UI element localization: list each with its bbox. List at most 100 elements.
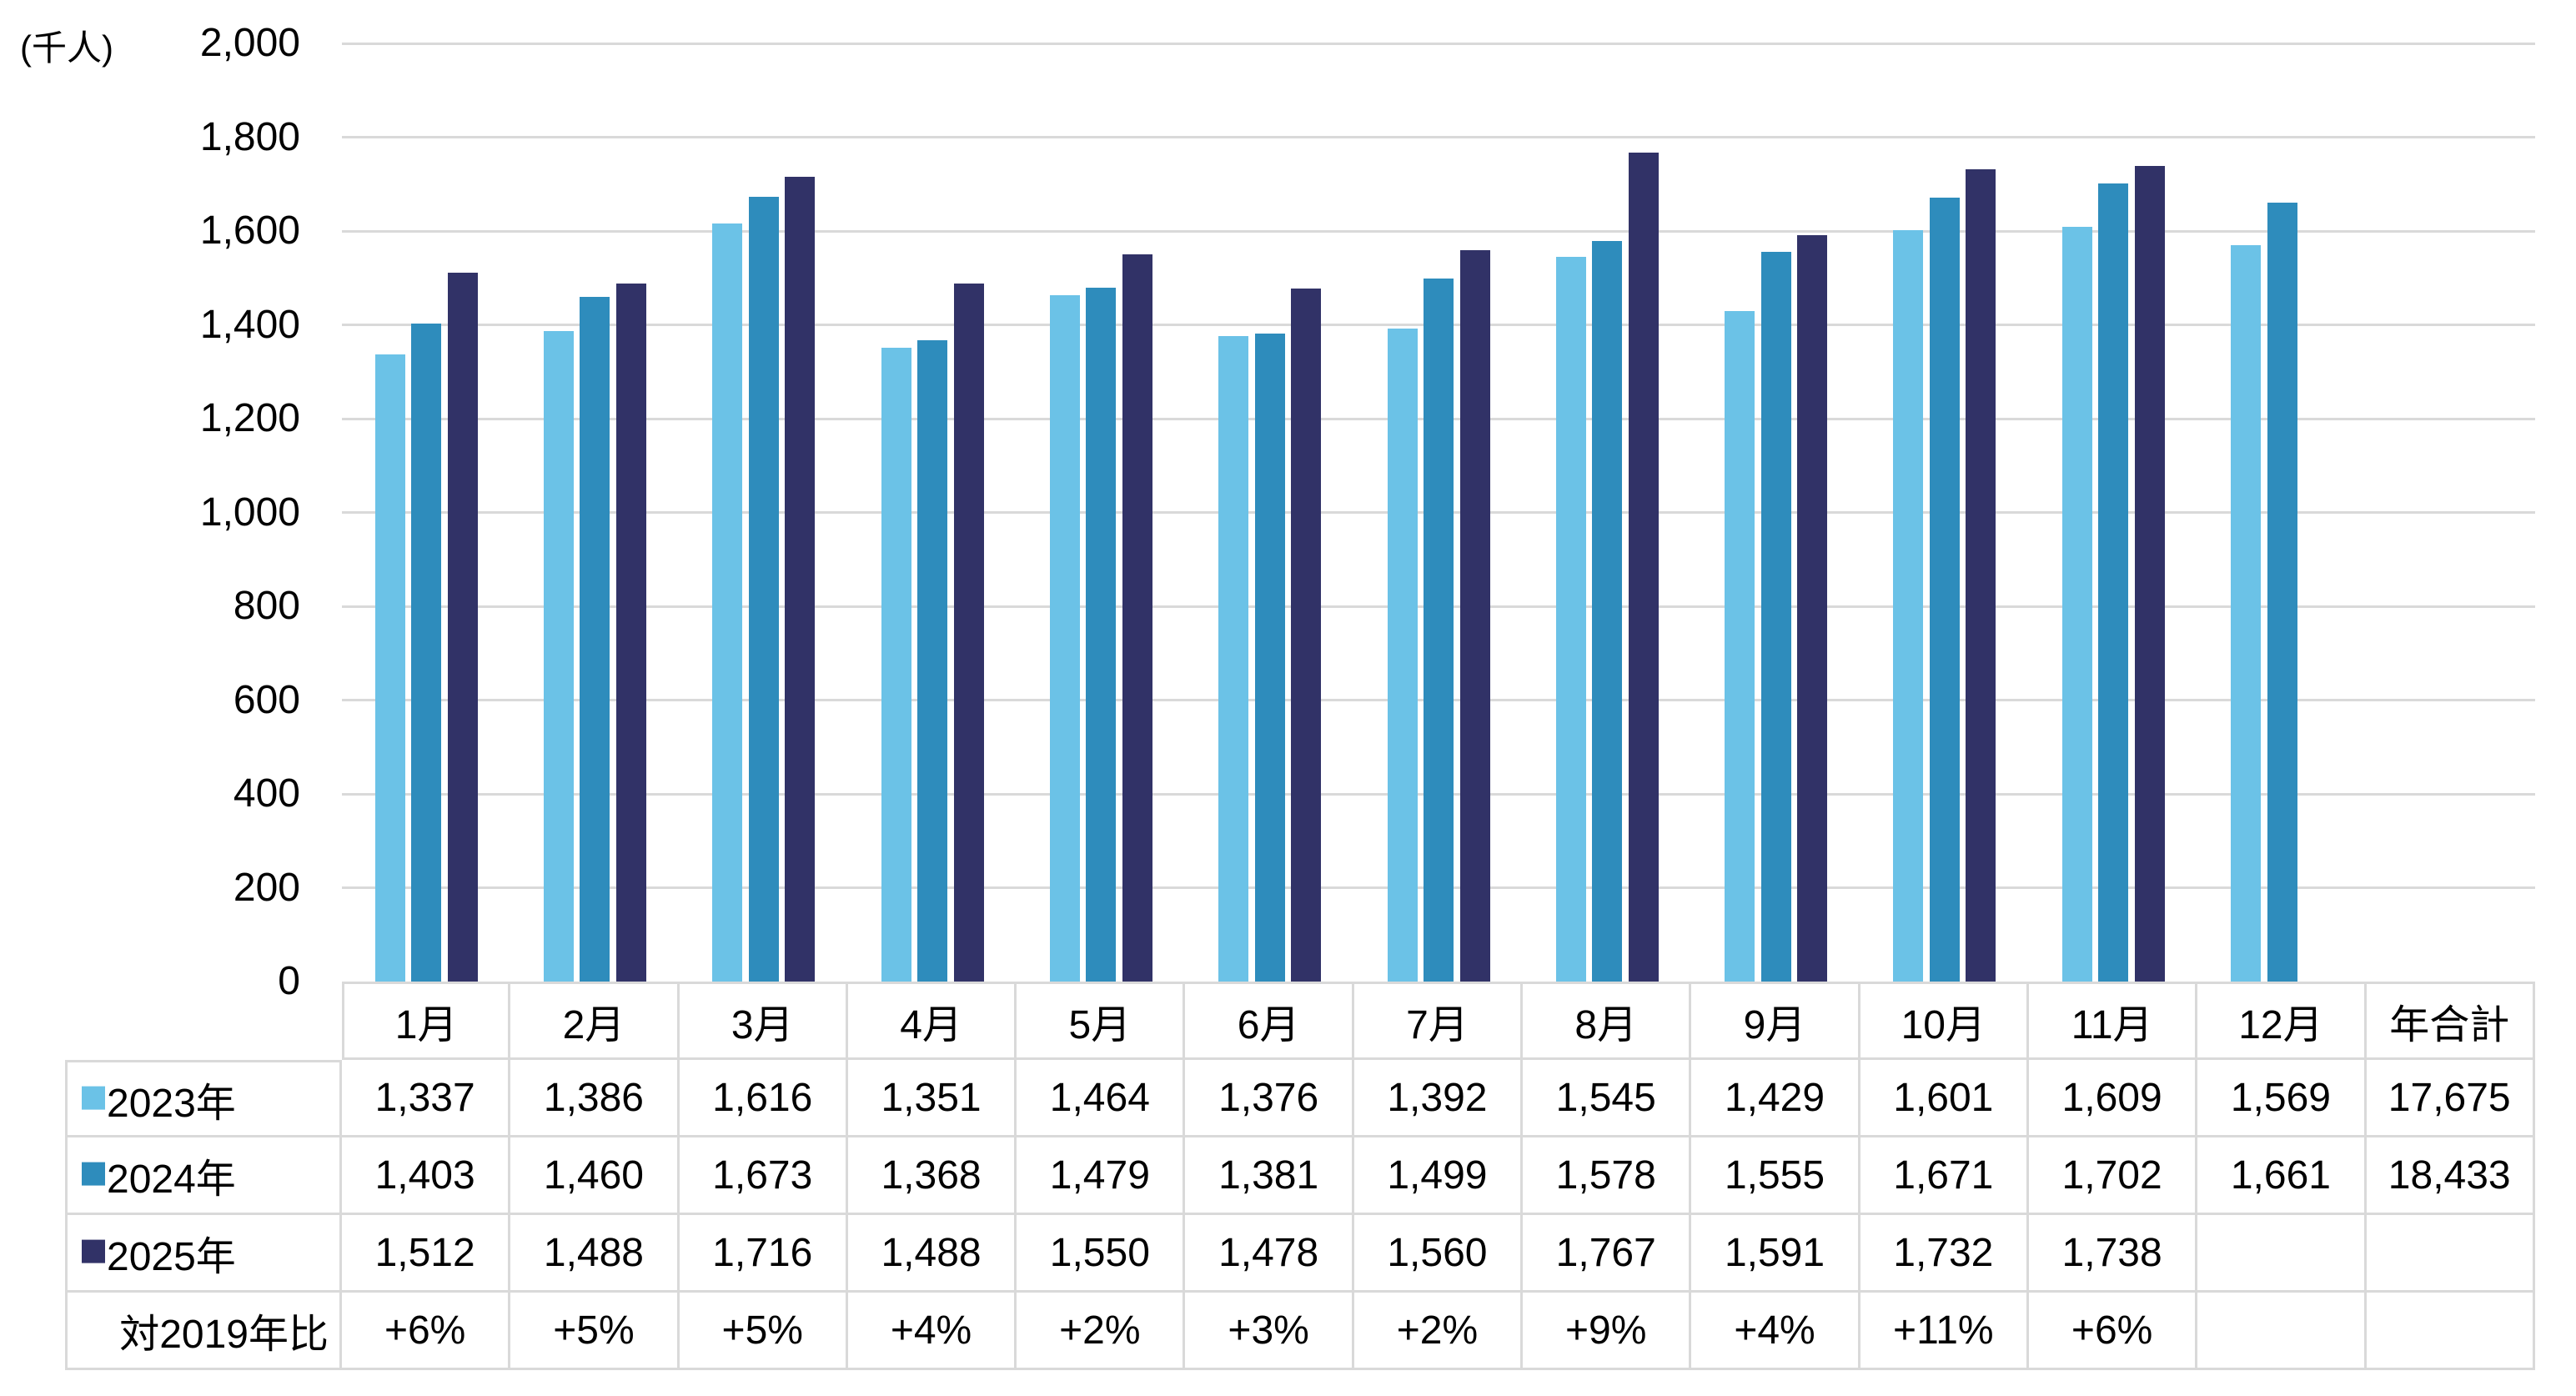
table-cell: 1,479: [1017, 1137, 1186, 1215]
bar-s1-m11: [2061, 226, 2092, 982]
table-cell: 1,555: [1691, 1137, 1860, 1215]
bar-s3-m3: [785, 176, 816, 982]
bar-s2-m10: [1929, 198, 1960, 982]
bar-s1-m7: [1387, 329, 1418, 982]
table-header-cell: 年合計: [2366, 982, 2535, 1060]
table-header-cell: 5月: [1017, 982, 1186, 1060]
table-row-label: 2024年: [65, 1137, 342, 1215]
table-cell: 1,716: [679, 1215, 848, 1293]
table-cell: +11%: [1860, 1293, 2029, 1370]
table-row-label: 2023年: [65, 1060, 342, 1137]
bar-s2-m4: [917, 339, 948, 982]
table-header-cell: 3月: [679, 982, 848, 1060]
table-header-cell: 2月: [510, 982, 680, 1060]
table-cell: [2366, 1293, 2535, 1370]
table-cell: 1,578: [1523, 1137, 1692, 1215]
bar-s3-m1: [447, 272, 478, 982]
table-cell: 1,392: [1353, 1060, 1524, 1137]
y-axis-tick-label: 800: [233, 584, 300, 628]
legend-swatch: [82, 1086, 105, 1110]
gridline: [342, 42, 2535, 45]
table-header-cell: 4月: [847, 982, 1017, 1060]
table-header-cell: 1月: [342, 982, 511, 1060]
table-row-label: 対2019年比: [65, 1293, 342, 1370]
table-cell: 1,732: [1860, 1215, 2029, 1293]
table-cell: 1,512: [342, 1215, 511, 1293]
y-axis-tick-label: 1,400: [199, 302, 300, 347]
y-axis-tick-label: 0: [278, 959, 300, 1003]
table-cell: 1,671: [1860, 1137, 2029, 1215]
bar-s2-m8: [1592, 241, 1623, 982]
table-cell: [2197, 1293, 2367, 1370]
y-axis-tick-label: 200: [233, 865, 300, 910]
bar-s2-m6: [1254, 334, 1285, 982]
table-cell: 1,337: [342, 1060, 511, 1137]
bar-s1-m9: [1725, 311, 1755, 982]
bar-s1-m3: [712, 223, 743, 982]
table-cell: +6%: [2028, 1293, 2198, 1370]
table-row-label: 2025年: [65, 1215, 342, 1293]
table-cell: 17,675: [2366, 1060, 2535, 1137]
table-cell: +9%: [1523, 1293, 1692, 1370]
table-cell: 1,569: [2197, 1060, 2367, 1137]
table-cell: 1,368: [847, 1137, 1017, 1215]
table-header-cell: 11月: [2028, 982, 2198, 1060]
table-cell: 1,738: [2028, 1215, 2198, 1293]
table-cell: 18,433: [2366, 1137, 2535, 1215]
bar-s2-m12: [2267, 202, 2297, 982]
table-cell: +5%: [510, 1293, 680, 1370]
gridline: [342, 136, 2535, 138]
table-cell: [2366, 1215, 2535, 1293]
table-cell: +4%: [1691, 1293, 1860, 1370]
table-cell: 1,560: [1353, 1215, 1524, 1293]
table-cell: 1,464: [1017, 1060, 1186, 1137]
legend-swatch: [82, 1239, 105, 1263]
table-cell: 1,767: [1523, 1215, 1692, 1293]
table-cell: 1,499: [1353, 1137, 1524, 1215]
bar-s3-m7: [1459, 249, 1490, 982]
table-cell: +4%: [847, 1293, 1017, 1370]
table-cell: 1,381: [1185, 1137, 1354, 1215]
plot-area: [342, 42, 2535, 982]
bar-s3-m9: [1797, 235, 1828, 982]
table-cell: 1,376: [1185, 1060, 1354, 1137]
table-cell: 1,673: [679, 1137, 848, 1215]
bar-s3-m2: [615, 284, 646, 982]
bar-s1-m5: [1049, 294, 1080, 982]
legend-swatch: [82, 1162, 105, 1186]
table-cell: 1,429: [1691, 1060, 1860, 1137]
table-cell: 1,591: [1691, 1215, 1860, 1293]
bar-s2-m11: [2098, 183, 2129, 982]
y-axis-tick-label: 600: [233, 677, 300, 722]
bar-s3-m6: [1291, 288, 1322, 982]
table-corner-cell: [65, 982, 342, 1060]
bar-s2-m1: [411, 323, 442, 982]
table-cell: 1,478: [1185, 1215, 1354, 1293]
bar-s3-m10: [1966, 168, 1996, 982]
data-table: 1月 2月 3月 4月 5月 6月 7月 8月 9月 10月 11月 12月 年合計 2023年 1,337…: [65, 982, 2535, 1370]
gridline: [342, 229, 2535, 233]
bar-s1-m1: [374, 354, 405, 982]
table-cell: +6%: [342, 1293, 511, 1370]
bar-s3-m4: [953, 284, 984, 982]
y-axis-unit-label: (千人): [20, 28, 113, 68]
table-cell: +2%: [1017, 1293, 1186, 1370]
table-header-cell: 10月: [1860, 982, 2029, 1060]
y-axis-tick-label: 1,800: [199, 114, 300, 159]
table-cell: 1,488: [847, 1215, 1017, 1293]
bar-s2-m5: [1086, 288, 1117, 982]
table-header-cell: 9月: [1691, 982, 1860, 1060]
bar-s1-m8: [1555, 256, 1586, 982]
table-cell: 1,609: [2028, 1060, 2198, 1137]
y-axis-tick-label: 400: [233, 771, 300, 816]
table-cell: 1,545: [1523, 1060, 1692, 1137]
bar-s1-m4: [881, 348, 911, 982]
bar-s1-m2: [543, 331, 574, 982]
table-cell: 1,386: [510, 1060, 680, 1137]
table-cell: 1,616: [679, 1060, 848, 1137]
bar-s2-m2: [580, 296, 610, 982]
table-cell: +5%: [679, 1293, 848, 1370]
table-cell: 1,601: [1860, 1060, 2029, 1137]
bar-s1-m6: [1218, 336, 1249, 982]
table-cell: 1,702: [2028, 1137, 2198, 1215]
